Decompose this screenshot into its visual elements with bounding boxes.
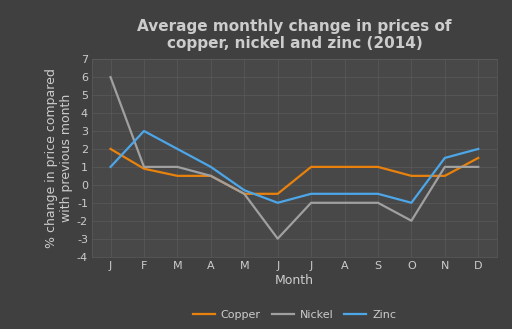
Copper [174, 174, 180, 178]
Nickel [375, 201, 381, 205]
Zinc [308, 192, 314, 196]
Line: Nickel: Nickel [111, 77, 478, 239]
Nickel [141, 165, 147, 169]
Nickel [442, 165, 448, 169]
Copper [208, 174, 214, 178]
Copper [308, 165, 314, 169]
Line: Copper: Copper [111, 149, 478, 194]
Nickel [274, 237, 281, 240]
Nickel [409, 219, 415, 223]
Zinc [141, 129, 147, 133]
Zinc [208, 165, 214, 169]
Nickel [108, 75, 114, 79]
Copper [475, 156, 481, 160]
Line: Zinc: Zinc [111, 131, 478, 203]
Zinc [409, 201, 415, 205]
Copper [274, 192, 281, 196]
Zinc [174, 147, 180, 151]
Copper [442, 174, 448, 178]
Title: Average monthly change in prices of
copper, nickel and zinc (2014): Average monthly change in prices of copp… [137, 19, 452, 51]
Zinc [274, 201, 281, 205]
Nickel [342, 201, 348, 205]
Zinc [342, 192, 348, 196]
Copper [241, 192, 247, 196]
X-axis label: Month: Month [275, 274, 314, 287]
Zinc [241, 188, 247, 192]
Nickel [308, 201, 314, 205]
Legend: Copper, Nickel, Zinc: Copper, Nickel, Zinc [188, 306, 400, 324]
Zinc [108, 165, 114, 169]
Copper [108, 147, 114, 151]
Copper [409, 174, 415, 178]
Zinc [442, 156, 448, 160]
Zinc [375, 192, 381, 196]
Copper [141, 167, 147, 171]
Nickel [208, 174, 214, 178]
Copper [375, 165, 381, 169]
Y-axis label: % change in price compared
with previous month: % change in price compared with previous… [45, 68, 73, 248]
Nickel [475, 165, 481, 169]
Zinc [475, 147, 481, 151]
Nickel [241, 192, 247, 196]
Nickel [174, 165, 180, 169]
Copper [342, 165, 348, 169]
